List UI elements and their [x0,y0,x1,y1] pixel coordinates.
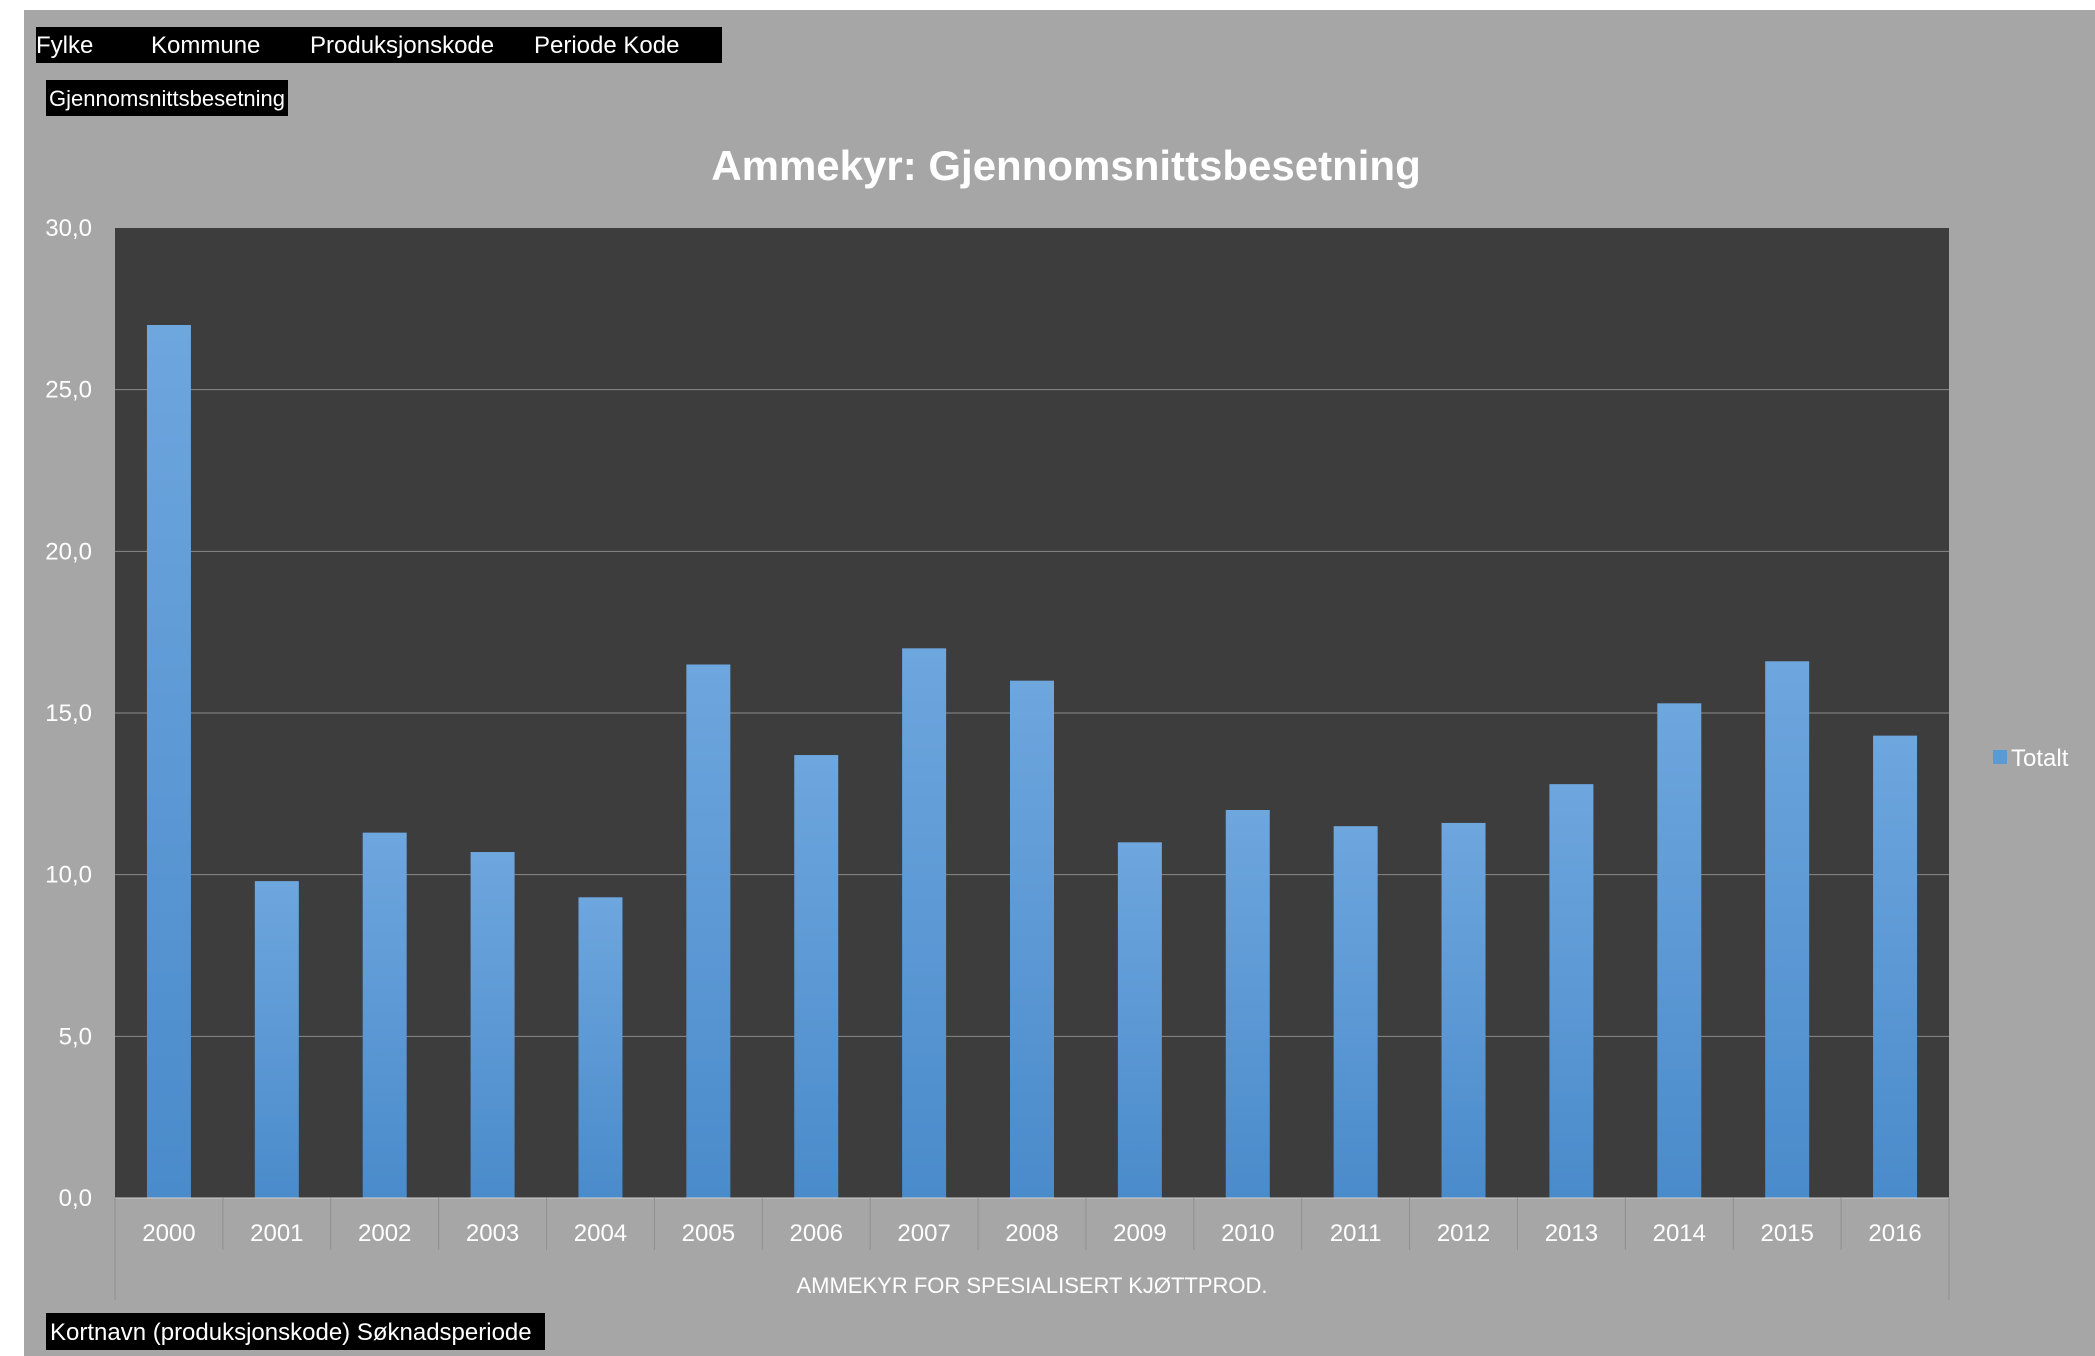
y-tick-label: 5,0 [59,1023,92,1050]
bar [1549,784,1594,1198]
axis-field-button[interactable]: Kortnavn (produksjonskode) Søknadsperiod… [46,1313,545,1350]
value-field-button[interactable]: Gjennomsnittsbesetning [46,80,289,116]
y-tick-label: 15,0 [45,700,92,727]
y-tick-label: 30,0 [45,215,92,242]
bar [1657,703,1702,1198]
x-tick-label: 2005 [682,1220,735,1247]
bar [578,897,623,1198]
filter-kommune-button[interactable]: Kommune [151,32,261,59]
x-tick-label: 2006 [790,1220,843,1247]
bar [1333,826,1378,1198]
x-tick-label: 2010 [1221,1220,1274,1247]
bar [1765,661,1810,1198]
y-tick-label: 20,0 [45,538,92,565]
bar [1225,810,1270,1198]
filter-periode-kode-button[interactable]: Periode Kode [534,32,680,59]
filter-produksjonskode-button[interactable]: Produksjonskode [310,32,495,59]
bar [146,325,191,1198]
bar [1010,680,1054,1198]
x-tick-label: 2004 [574,1220,627,1247]
bar [254,881,299,1198]
x-tick-label: 2001 [250,1220,303,1247]
x-tick-label: 2011 [1330,1220,1382,1247]
x-tick-label: 2014 [1653,1220,1706,1247]
x-tick-label: 2013 [1545,1220,1598,1247]
bar [362,832,407,1198]
x-axis-label: AMMEKYR FOR SPESIALISERT KJØTTPROD. [796,1273,1267,1298]
chart-title: Ammekyr: Gjennomsnittsbesetning [711,142,1420,189]
bar [794,755,839,1198]
bar [1441,822,1486,1198]
y-tick-label: 25,0 [45,377,92,404]
legend-label: Totalt [2011,745,2069,772]
x-tick-label: 2008 [1005,1220,1058,1247]
bar [1117,842,1162,1198]
x-tick-label: 2002 [358,1220,411,1247]
bar [1873,735,1918,1198]
x-tick-label: 2003 [466,1220,519,1247]
y-tick-label: 10,0 [45,862,92,889]
bar [686,664,731,1198]
legend-swatch [1993,750,2007,764]
bar [470,852,515,1198]
x-tick-label: 2015 [1760,1220,1813,1247]
x-tick-label: 2000 [142,1220,195,1247]
x-tick-label: 2016 [1868,1220,1921,1247]
x-tick-label: 2009 [1113,1220,1166,1247]
x-tick-label: 2012 [1437,1220,1490,1247]
bar [902,648,947,1198]
filter-field-bar: Fylke Kommune Produksjonskode Periode Ko… [36,27,722,63]
filter-fylke-button[interactable]: Fylke [36,32,94,59]
x-tick-label: 2007 [897,1220,950,1247]
y-tick-label: 0,0 [59,1185,92,1212]
